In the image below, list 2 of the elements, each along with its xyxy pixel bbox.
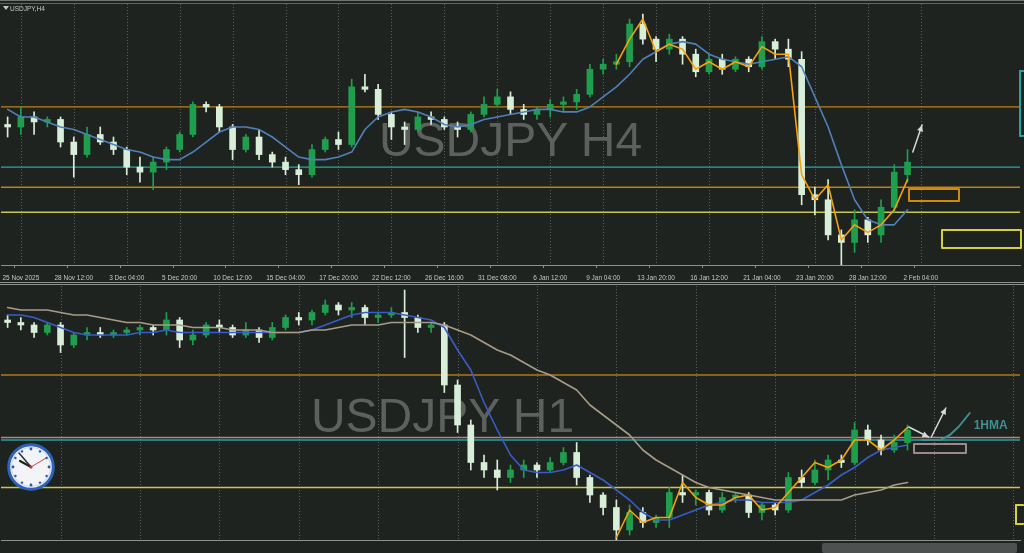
annotation: 1HMA	[973, 418, 1009, 432]
annotation: USDJPY H4	[378, 112, 643, 166]
